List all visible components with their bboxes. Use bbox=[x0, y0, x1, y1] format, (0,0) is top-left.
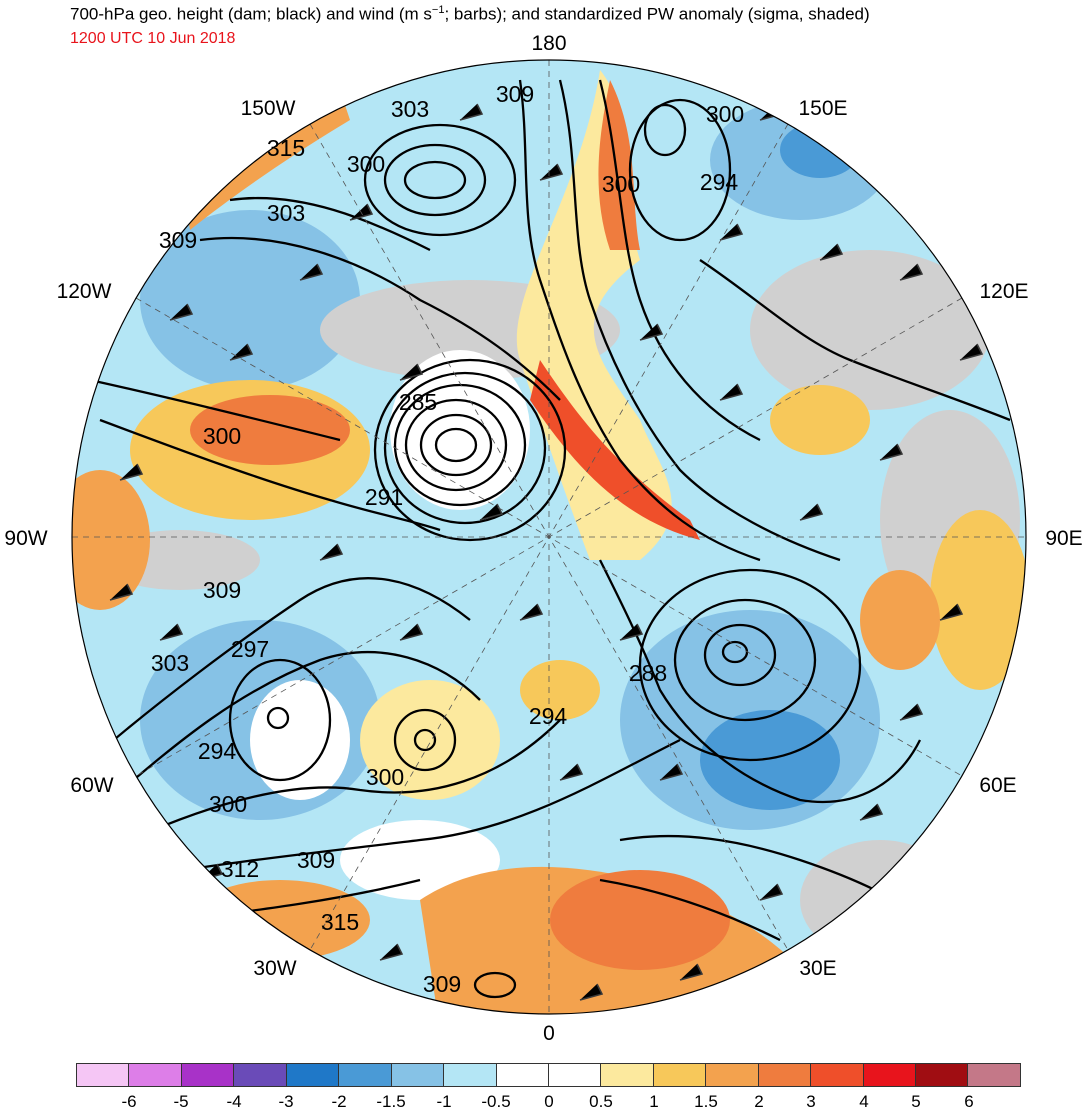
legend-tick-label: -1 bbox=[436, 1092, 452, 1111]
legend-swatch bbox=[234, 1064, 287, 1086]
contour-label: 303 bbox=[391, 96, 429, 122]
legend-swatch bbox=[444, 1064, 497, 1086]
contour-label: 309 bbox=[496, 81, 534, 107]
polar-map: 180 0 90W 90E 150W 150E 120W 120E 60W 60… bbox=[4, 32, 1082, 1045]
lon-label-150w: 150W bbox=[241, 97, 296, 120]
legend-tick-label: 6 bbox=[964, 1092, 974, 1111]
lon-label-30w: 30W bbox=[253, 957, 296, 980]
legend-tick-label: 4 bbox=[859, 1092, 869, 1111]
legend-tick-label: 1 bbox=[649, 1092, 659, 1111]
contour-label: 291 bbox=[365, 484, 403, 510]
legend-tick-label: 3 bbox=[806, 1092, 816, 1111]
legend-tick-label: -0.5 bbox=[481, 1092, 511, 1111]
lon-label-150e: 150E bbox=[798, 97, 847, 120]
contour-label: 315 bbox=[267, 135, 305, 161]
lon-label-90w: 90W bbox=[4, 527, 47, 550]
contour-label: 303 bbox=[267, 200, 305, 226]
map-disc bbox=[72, 60, 1026, 1014]
legend-tick-label: -6 bbox=[121, 1092, 137, 1111]
valid-time: 1200 UTC 10 Jun 2018 bbox=[70, 30, 236, 47]
lon-label-120w: 120W bbox=[57, 280, 112, 303]
title-unit-exponent: −1 bbox=[431, 4, 445, 16]
contour-label: 300 bbox=[366, 764, 404, 790]
contour-label: 300 bbox=[706, 101, 744, 127]
legend-tick-label: -3 bbox=[278, 1092, 294, 1111]
contour-label: 309 bbox=[203, 577, 241, 603]
contour-label: 303 bbox=[151, 650, 189, 676]
graticule bbox=[72, 60, 1026, 1014]
lon-label-60w: 60W bbox=[70, 774, 113, 797]
lon-label-30e: 30E bbox=[799, 957, 836, 980]
legend-tick-label: 0.5 bbox=[589, 1092, 613, 1111]
contour-label: 297 bbox=[231, 636, 269, 662]
lon-label-0: 0 bbox=[543, 1022, 555, 1045]
contour-label: 294 bbox=[529, 703, 568, 729]
legend-swatch bbox=[916, 1064, 969, 1086]
lon-label-180: 180 bbox=[531, 32, 566, 55]
lon-label-120e: 120E bbox=[979, 280, 1028, 303]
contour-label: 309 bbox=[159, 227, 197, 253]
legend-tick-label: 1.5 bbox=[694, 1092, 718, 1111]
legend-swatch bbox=[496, 1064, 549, 1086]
legend-swatch bbox=[181, 1064, 235, 1086]
geopotential-contours bbox=[89, 79, 1011, 999]
contour-label: 300 bbox=[203, 423, 241, 449]
contour-label: 294 bbox=[198, 738, 237, 764]
contour-label: 315 bbox=[321, 909, 359, 935]
legend-swatch bbox=[863, 1064, 916, 1086]
legend-swatch bbox=[601, 1064, 654, 1086]
legend-swatch bbox=[706, 1064, 759, 1086]
contour-label: 309 bbox=[423, 971, 461, 997]
contour-label: 300 bbox=[209, 791, 247, 817]
legend-tick-label: 5 bbox=[911, 1092, 921, 1111]
legend-tick-label: -2 bbox=[331, 1092, 347, 1111]
legend-tick-label: -5 bbox=[173, 1092, 189, 1111]
chart-title: 700-hPa geo. height (dam; black) and win… bbox=[70, 4, 870, 25]
lon-label-60e: 60E bbox=[979, 774, 1016, 797]
legend-swatch bbox=[548, 1064, 602, 1086]
contour-label: 309 bbox=[297, 847, 335, 873]
legend-swatch bbox=[811, 1064, 864, 1086]
title-rest: ; barbs); and standardized PW anomaly (s… bbox=[444, 4, 870, 24]
legend-swatch bbox=[129, 1064, 182, 1086]
contour-label: 288 bbox=[629, 660, 667, 686]
color-legend bbox=[76, 1063, 1021, 1087]
title-main: 700-hPa geo. height (dam; black) and win… bbox=[70, 4, 432, 24]
legend-swatch bbox=[653, 1064, 707, 1086]
contour-labels: 309 303 300 315 300 303 309 300 294 285 … bbox=[151, 81, 744, 997]
legend-swatch bbox=[968, 1064, 1020, 1086]
legend-tick-label: 2 bbox=[754, 1092, 764, 1111]
legend-swatch bbox=[391, 1064, 445, 1086]
legend-swatch bbox=[339, 1064, 392, 1086]
contour-label: 312 bbox=[221, 856, 259, 882]
legend-swatch bbox=[286, 1064, 340, 1086]
legend-tick-label: -4 bbox=[226, 1092, 242, 1111]
legend-swatch bbox=[77, 1064, 130, 1086]
legend-tick-label: -1.5 bbox=[376, 1092, 406, 1111]
lon-label-90e: 90E bbox=[1045, 527, 1082, 550]
contour-label: 294 bbox=[700, 169, 739, 195]
contour-label: 300 bbox=[347, 151, 385, 177]
contour-label: 285 bbox=[399, 389, 437, 415]
legend-tick-label: 0 bbox=[544, 1092, 554, 1111]
contour-label: 300 bbox=[602, 171, 640, 197]
map-boundary bbox=[71, 59, 1027, 1015]
legend-swatch bbox=[758, 1064, 812, 1086]
longitude-labels: 180 0 90W 90E 150W 150E 120W 120E 60W 60… bbox=[4, 32, 1082, 1045]
